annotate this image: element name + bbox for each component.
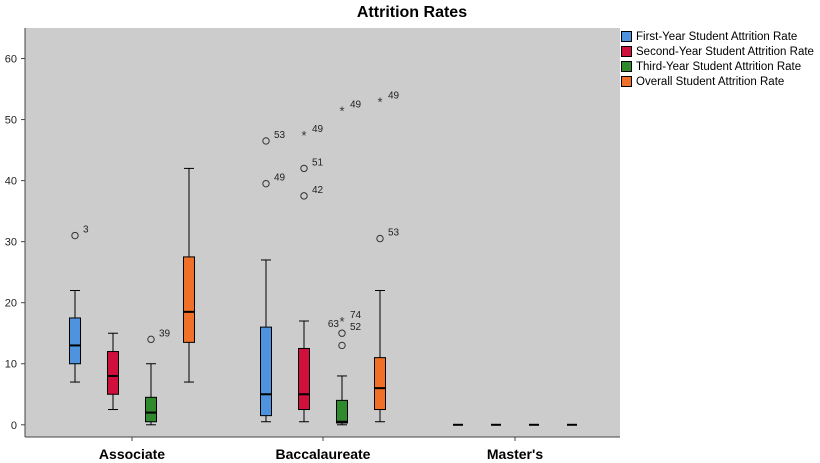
outlier-label: 63 bbox=[328, 319, 340, 330]
chart-title: Attrition Rates bbox=[356, 4, 468, 21]
x-tick-label: Baccalaureate bbox=[276, 446, 371, 462]
outlier-star: * bbox=[301, 128, 306, 143]
outlier-label: 39 bbox=[159, 328, 171, 339]
legend-item: Third-Year Student Attrition Rate bbox=[621, 61, 820, 73]
outlier-circle bbox=[262, 137, 270, 145]
legend-item: Overall Student Attrition Rate bbox=[621, 76, 820, 88]
legend-swatch bbox=[621, 76, 632, 87]
y-tick-label: 10 bbox=[5, 359, 17, 371]
outlier-label: 53 bbox=[388, 228, 400, 239]
outlier-star: * bbox=[339, 314, 344, 329]
legend-item: Second-Year Student Attrition Rate bbox=[621, 46, 820, 58]
y-tick-label: 0 bbox=[11, 420, 17, 432]
outlier-label: 74 bbox=[350, 310, 362, 321]
box bbox=[107, 351, 119, 395]
outlier-circle bbox=[147, 335, 155, 344]
y-tick-label: 40 bbox=[5, 176, 17, 188]
y-tick-label: 60 bbox=[5, 54, 17, 66]
outlier-circle bbox=[71, 231, 79, 240]
outlier-label: 49 bbox=[350, 99, 362, 110]
legend-swatch bbox=[621, 46, 632, 57]
outlier-circle bbox=[262, 179, 270, 188]
outlier-circle bbox=[376, 234, 384, 243]
outlier-label: 49 bbox=[274, 173, 286, 184]
x-tick-label: Master's bbox=[487, 446, 543, 462]
box bbox=[260, 326, 272, 417]
outlier-label: 3 bbox=[83, 225, 89, 236]
legend-label: Overall Student Attrition Rate bbox=[636, 76, 785, 88]
box bbox=[298, 347, 310, 411]
outlier-circle bbox=[338, 329, 346, 337]
legend: First-Year Student Attrition Rate Second-… bbox=[621, 31, 820, 91]
outlier-label: 42 bbox=[312, 185, 324, 196]
y-tick-label: 20 bbox=[5, 298, 17, 310]
box bbox=[374, 357, 386, 411]
legend-label: Second-Year Student Attrition Rate bbox=[636, 46, 814, 58]
outlier-circle bbox=[300, 192, 308, 200]
outlier-label: 52 bbox=[350, 322, 362, 333]
y-tick-label: 50 bbox=[5, 115, 17, 127]
outlier-star: * bbox=[339, 103, 344, 118]
box bbox=[145, 396, 157, 423]
outlier-label: 53 bbox=[274, 130, 286, 141]
outlier-label: 51 bbox=[312, 157, 324, 168]
legend-swatch bbox=[621, 61, 632, 72]
legend-label: First-Year Student Attrition Rate bbox=[636, 31, 798, 43]
outlier-label: 49 bbox=[388, 90, 400, 101]
legend-swatch bbox=[621, 31, 632, 42]
outlier-star: * bbox=[377, 94, 382, 109]
outlier-circle bbox=[338, 341, 346, 350]
y-tick-label: 30 bbox=[5, 237, 17, 249]
box bbox=[336, 399, 348, 424]
legend-item: First-Year Student Attrition Rate bbox=[621, 31, 820, 43]
outlier-label: 49 bbox=[312, 124, 324, 135]
box bbox=[69, 317, 81, 365]
outlier-circle bbox=[300, 164, 308, 173]
legend-label: Third-Year Student Attrition Rate bbox=[636, 61, 802, 73]
plot-area bbox=[25, 28, 620, 437]
x-tick-label: Associate bbox=[99, 446, 165, 462]
box bbox=[183, 256, 195, 343]
